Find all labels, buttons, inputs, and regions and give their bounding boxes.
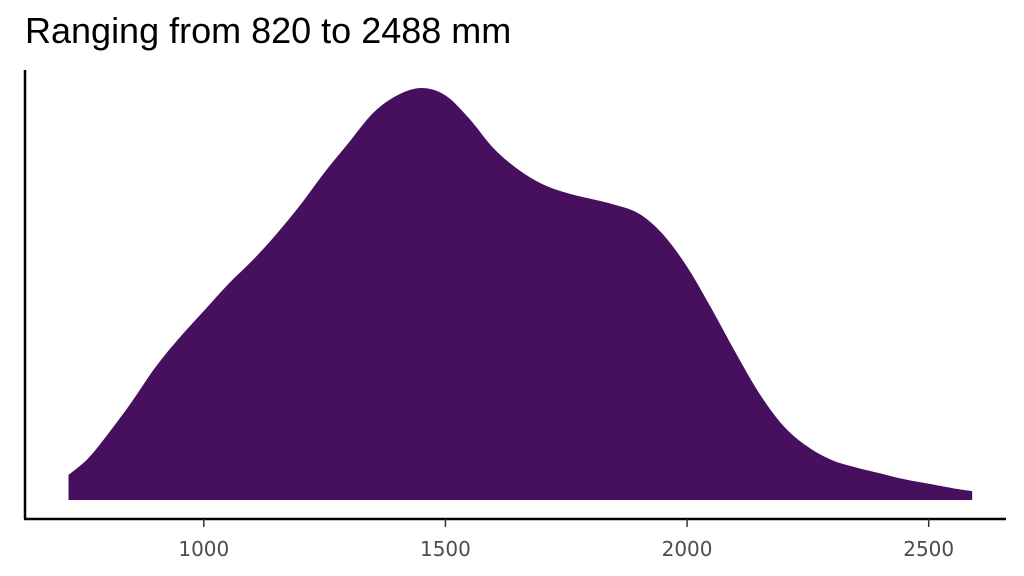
x-tick-label-1000: 1000 (178, 537, 229, 561)
density-area (68, 88, 973, 500)
x-tick-label-2000: 2000 (662, 537, 713, 561)
chart-title: Ranging from 820 to 2488 mm (25, 10, 512, 51)
x-tick-label-2500: 2500 (903, 537, 954, 561)
x-tick-label-1500: 1500 (420, 537, 471, 561)
